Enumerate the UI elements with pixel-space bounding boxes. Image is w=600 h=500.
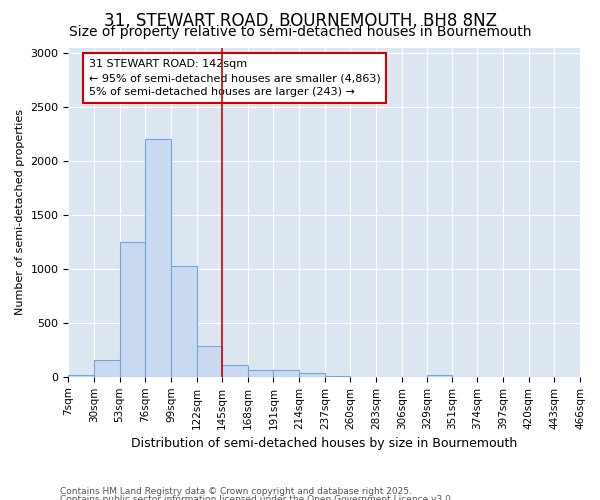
Text: Size of property relative to semi-detached houses in Bournemouth: Size of property relative to semi-detach…: [69, 25, 531, 39]
Bar: [325, 376, 350, 377]
Bar: [197, 346, 222, 377]
Bar: [145, 140, 171, 377]
X-axis label: Distribution of semi-detached houses by size in Bournemouth: Distribution of semi-detached houses by …: [131, 437, 517, 450]
Text: 31 STEWART ROAD: 142sqm
← 95% of semi-detached houses are smaller (4,863)
5% of : 31 STEWART ROAD: 142sqm ← 95% of semi-de…: [89, 59, 380, 97]
Y-axis label: Number of semi-detached properties: Number of semi-detached properties: [15, 109, 25, 315]
Bar: [119, 242, 145, 377]
Bar: [248, 370, 274, 377]
Bar: [274, 370, 299, 377]
Bar: [222, 365, 248, 377]
Bar: [171, 266, 197, 377]
Bar: [68, 375, 94, 377]
Bar: [94, 360, 119, 377]
Bar: [427, 374, 452, 377]
Text: Contains public sector information licensed under the Open Government Licence v3: Contains public sector information licen…: [60, 495, 454, 500]
Bar: [299, 373, 325, 377]
Text: Contains HM Land Registry data © Crown copyright and database right 2025.: Contains HM Land Registry data © Crown c…: [60, 488, 412, 496]
Text: 31, STEWART ROAD, BOURNEMOUTH, BH8 8NZ: 31, STEWART ROAD, BOURNEMOUTH, BH8 8NZ: [104, 12, 497, 30]
